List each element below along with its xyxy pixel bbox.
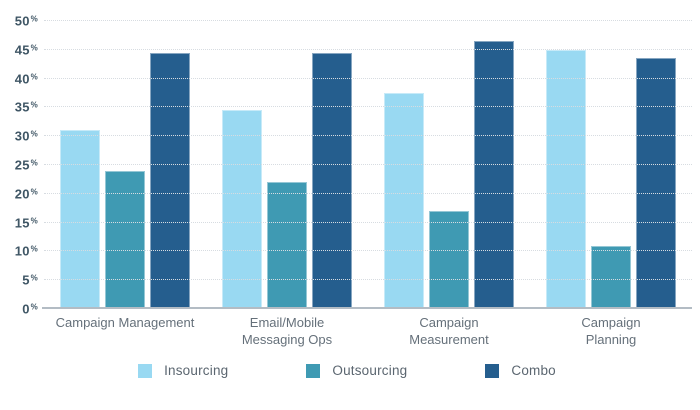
y-tick-label-25: 25% xyxy=(15,159,38,172)
gridline-20 xyxy=(44,192,692,194)
gridline-45 xyxy=(44,48,692,50)
bar-group-4 xyxy=(530,21,692,309)
category-label-line: Email/Mobile xyxy=(249,315,325,330)
legend: Insourcing Outsourcing Combo xyxy=(0,363,694,378)
legend-item-combo: Combo xyxy=(485,363,556,378)
y-tick-label-35: 35% xyxy=(15,101,38,114)
category-label-line: Messaging Ops xyxy=(241,331,333,347)
y-tick-label-30: 30% xyxy=(15,130,38,143)
category-label-line: Planning xyxy=(585,331,637,347)
y-tick-value: 20 xyxy=(14,186,30,202)
y-tick-value: 30 xyxy=(14,128,30,144)
y-tick-percent-sign: % xyxy=(30,216,38,226)
y-tick-percent-sign: % xyxy=(30,129,38,139)
y-tick-label-40: 40% xyxy=(15,72,38,85)
y-tick-percent-sign: % xyxy=(30,14,38,24)
gridline-10 xyxy=(44,250,692,252)
gridline-40 xyxy=(44,77,692,79)
y-tick-value: 25 xyxy=(14,157,30,173)
bar-cluster-4 xyxy=(546,21,676,309)
y-tick-percent-sign: % xyxy=(30,100,38,110)
gridline-15 xyxy=(44,221,692,223)
y-tick-label-15: 15% xyxy=(15,216,38,229)
category-label-3: Campaign Measurement xyxy=(368,315,530,349)
category-label-line: Campaign xyxy=(419,315,479,330)
y-tick-percent-sign: % xyxy=(30,72,38,82)
bar-groups xyxy=(44,21,692,309)
bar-group-3 xyxy=(368,21,530,309)
x-axis-labels: Campaign Management Email/Mobile Messaging… xyxy=(44,315,692,349)
legend-swatch-combo xyxy=(485,363,500,378)
y-tick-value: 0 xyxy=(22,301,30,317)
bar-group-2 xyxy=(206,21,368,309)
bar-insourcing-4 xyxy=(546,49,586,309)
y-tick-percent-sign: % xyxy=(30,273,38,283)
y-tick-label-50: 50% xyxy=(15,15,38,28)
bar-cluster-3 xyxy=(384,21,514,309)
legend-item-outsourcing: Outsourcing xyxy=(306,363,407,378)
bar-combo-3 xyxy=(474,41,514,309)
y-tick-value: 45 xyxy=(14,42,30,58)
legend-label: Combo xyxy=(511,363,556,378)
category-label-line: Measurement xyxy=(409,331,489,347)
bar-cluster-1 xyxy=(60,21,190,309)
y-tick-label-10: 10% xyxy=(15,245,38,258)
gridline-5 xyxy=(44,279,692,281)
y-tick-value: 40 xyxy=(14,71,30,87)
legend-item-insourcing: Insourcing xyxy=(138,363,228,378)
y-axis: 0% 5% 10% 15% 20% 25% 30% 35% 40% 45% 50% xyxy=(0,15,38,316)
x-axis-line xyxy=(42,307,692,309)
y-tick-label-45: 45% xyxy=(15,43,38,56)
y-tick-value: 5 xyxy=(22,272,30,288)
bar-outsourcing-4 xyxy=(591,245,631,309)
y-tick-label-20: 20% xyxy=(15,187,38,200)
category-label-line: Campaign Management xyxy=(55,315,195,330)
gridline-25 xyxy=(44,164,692,165)
legend-label: Insourcing xyxy=(164,363,229,378)
plot-area xyxy=(42,20,692,309)
legend-swatch-outsourcing xyxy=(306,363,321,378)
bar-group-1 xyxy=(44,21,206,309)
gridline-30 xyxy=(44,135,692,137)
y-tick-label-5: 5% xyxy=(22,274,38,287)
bar-combo-2 xyxy=(312,52,352,309)
bar-insourcing-1 xyxy=(60,130,100,309)
legend-label: Outsourcing xyxy=(332,363,408,378)
y-tick-percent-sign: % xyxy=(30,158,38,168)
y-tick-value: 35 xyxy=(14,99,30,115)
y-tick-percent-sign: % xyxy=(30,244,38,254)
y-tick-value: 10 xyxy=(14,243,30,259)
category-label-2: Email/Mobile Messaging Ops xyxy=(206,315,368,349)
category-label-4: Campaign Planning xyxy=(530,315,692,349)
gridline-35 xyxy=(44,106,692,108)
y-tick-value: 15 xyxy=(14,215,30,231)
bar-outsourcing-3 xyxy=(429,211,469,309)
bar-combo-4 xyxy=(636,58,676,309)
bar-cluster-2 xyxy=(222,21,352,309)
bar-insourcing-2 xyxy=(222,110,262,309)
y-tick-percent-sign: % xyxy=(30,302,38,312)
bar-outsourcing-1 xyxy=(105,170,145,309)
bar-insourcing-3 xyxy=(384,93,424,309)
y-tick-percent-sign: % xyxy=(30,187,38,197)
bar-combo-1 xyxy=(150,52,190,309)
bar-outsourcing-2 xyxy=(267,182,307,309)
category-label-1: Campaign Management xyxy=(44,315,206,349)
y-tick-value: 50 xyxy=(14,13,30,29)
category-label-line: Campaign xyxy=(581,315,641,330)
gridline-50 xyxy=(44,20,692,21)
y-tick-label-0: 0% xyxy=(22,303,38,316)
legend-swatch-insourcing xyxy=(138,363,153,378)
y-tick-percent-sign: % xyxy=(30,43,38,53)
